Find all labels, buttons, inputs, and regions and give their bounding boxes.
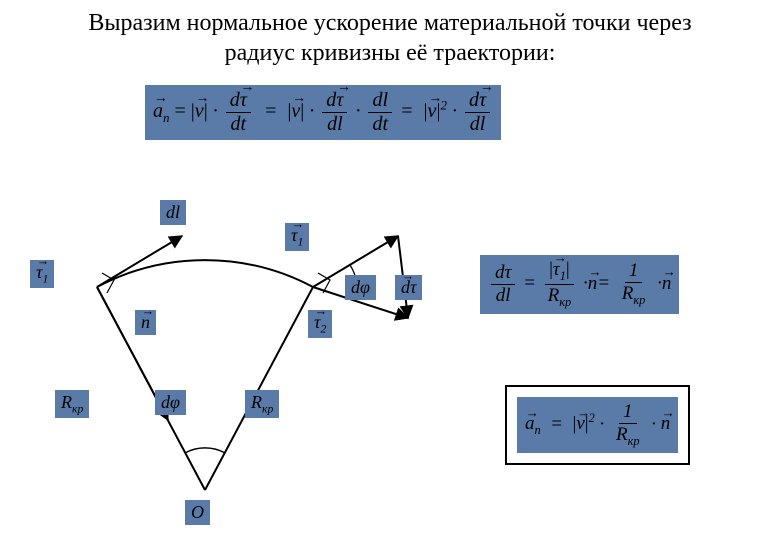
curvature-diagram (10, 190, 440, 520)
label-tau1-left: τ1 (30, 260, 54, 288)
label-dphi-right: dφ (345, 275, 376, 300)
page-title: Выразим нормальное ускорение материально… (0, 0, 780, 68)
title-line-2: радиус кривизны её траектории: (225, 40, 556, 66)
title-line-1: Выразим нормальное ускорение материально… (88, 10, 691, 36)
label-Rkp-left: Rкр (55, 390, 89, 418)
eq-dtau-dl: ddττdl = |τ1|Rкр ·n= 1Rкр ·n (480, 255, 679, 314)
label-dphi-center: dφ (155, 390, 186, 415)
label-tau2: τ2 (308, 310, 332, 338)
eq-result: an = |v|2 · 1Rкр · n (517, 397, 678, 453)
result-box: an = |v|2 · 1Rкр · n (505, 385, 690, 465)
label-tau1-right: τ1 (285, 223, 309, 251)
label-Rkp-right: Rкр (245, 390, 279, 418)
main-equation: an = |v| · dτdt = |v| · dτdl · dldt = |v… (145, 85, 501, 140)
label-n: n (135, 310, 156, 335)
label-dl: dl (160, 200, 186, 225)
label-dtau: dτ (395, 275, 422, 300)
label-O: O (185, 500, 210, 525)
